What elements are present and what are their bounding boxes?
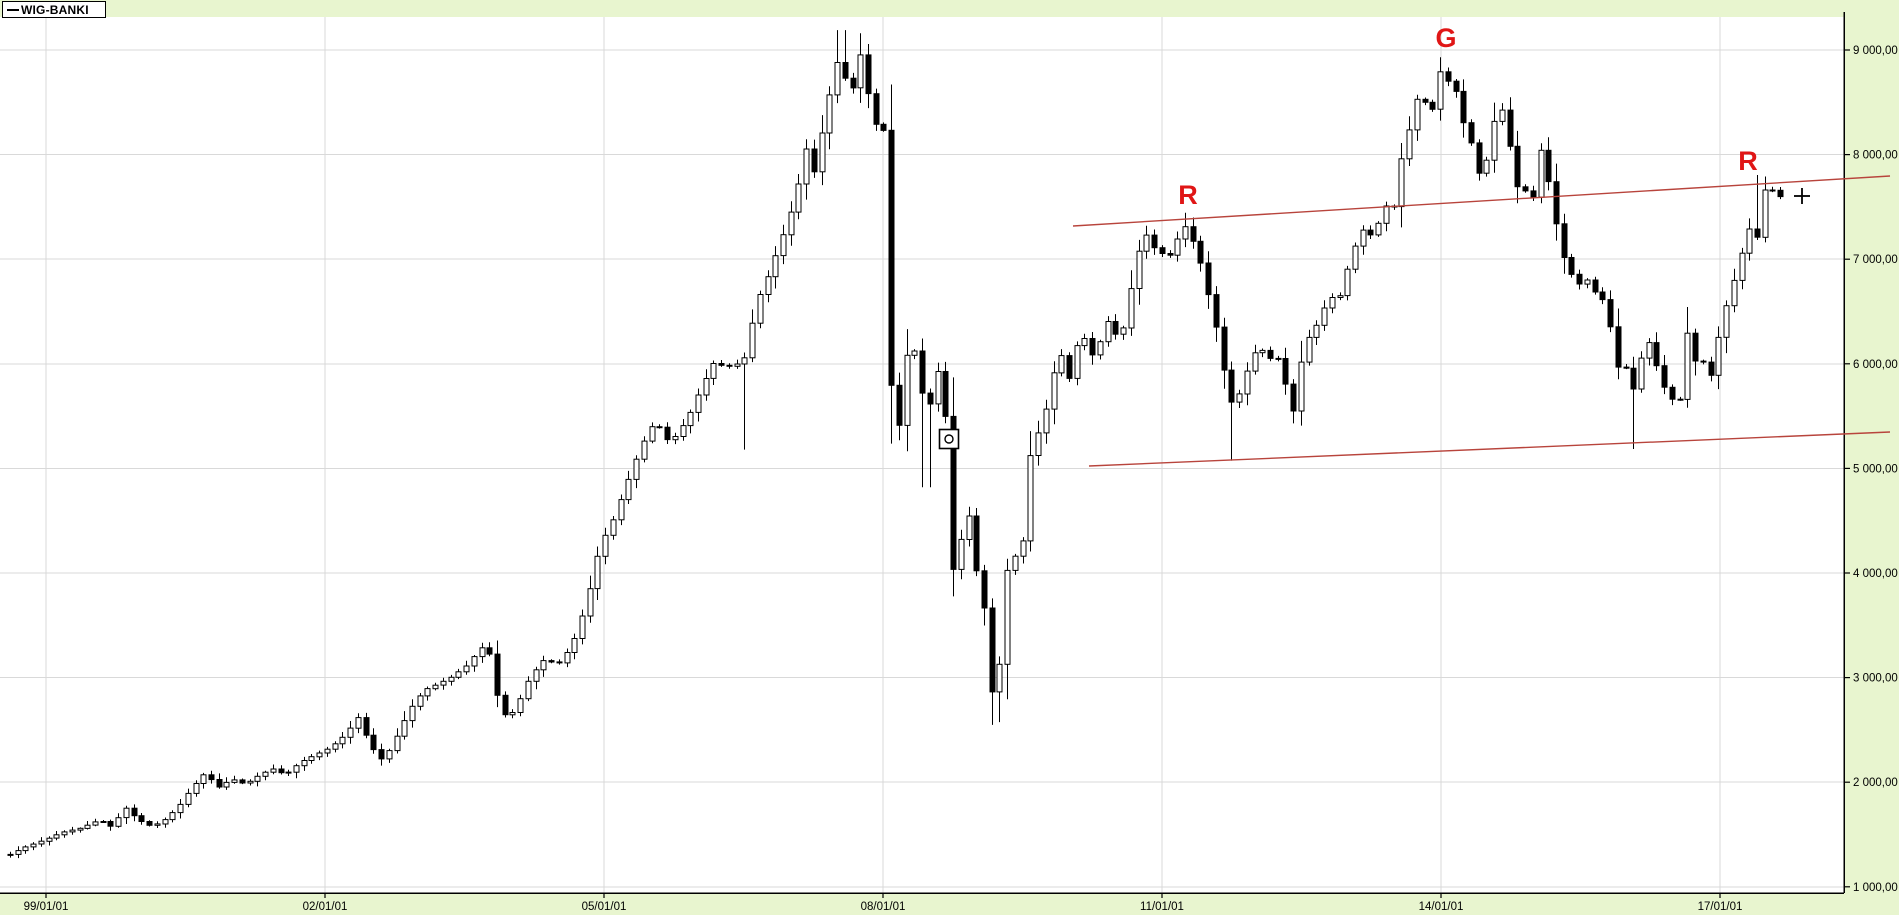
svg-text:1 000,00: 1 000,00	[1853, 882, 1898, 894]
svg-text:7 000,00: 7 000,00	[1853, 254, 1898, 266]
svg-text:9 000,00: 9 000,00	[1853, 45, 1898, 57]
svg-text:2 000,00: 2 000,00	[1853, 777, 1898, 789]
svg-text:11/01/01: 11/01/01	[1140, 901, 1184, 913]
last-price-cross-icon	[1794, 188, 1810, 204]
object-marker-box[interactable]	[938, 428, 960, 450]
svg-text:05/01/01: 05/01/01	[582, 901, 627, 913]
svg-text:17/01/01: 17/01/01	[1698, 901, 1743, 913]
lower-channel-line[interactable]	[1088, 431, 1891, 467]
svg-text:5 000,00: 5 000,00	[1853, 463, 1898, 475]
annotation-letter-r[interactable]: R	[1178, 180, 1198, 210]
axes	[0, 12, 1845, 894]
svg-text:4 000,00: 4 000,00	[1853, 568, 1898, 580]
symbol-legend[interactable]: WIG-BANKI	[2, 1, 106, 18]
annotation-letter-g[interactable]: G	[1435, 23, 1456, 53]
y-axis-labels: 9 000,00 8 000,00 7 000,00 6 000,00 5 000,00…	[1844, 45, 1898, 894]
symbol-name: WIG-BANKI	[21, 2, 89, 17]
upper-channel-line[interactable]	[1072, 175, 1891, 227]
svg-text:02/01/01: 02/01/01	[303, 901, 348, 913]
candlestick-series	[7, 30, 1784, 859]
svg-text:14/01/01: 14/01/01	[1419, 901, 1464, 913]
annotation-letter-r[interactable]: R	[1738, 146, 1758, 176]
gridlines	[0, 17, 1844, 893]
svg-text:8 000,00: 8 000,00	[1853, 150, 1898, 162]
legend-line-icon	[7, 8, 19, 11]
svg-text:6 000,00: 6 000,00	[1853, 359, 1898, 371]
annotation-letters[interactable]: R G R	[1178, 23, 1758, 210]
svg-text:3 000,00: 3 000,00	[1853, 673, 1898, 685]
x-axis-labels: 99/01/01 02/01/01 05/01/01 08/01/01 11/01/01…	[24, 893, 1743, 913]
svg-text:08/01/01: 08/01/01	[861, 901, 906, 913]
svg-text:99/01/01: 99/01/01	[24, 901, 69, 913]
